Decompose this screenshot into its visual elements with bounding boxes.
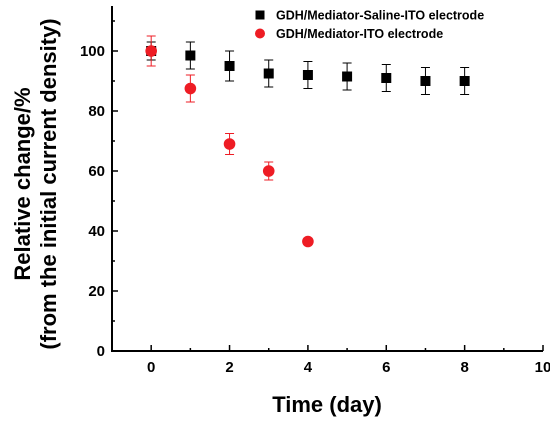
y-axis-title-line-1: Relative change/% [10, 87, 35, 280]
data-point-square [302, 70, 313, 80]
data-point-square [459, 76, 470, 86]
x-axis-title: Time (day) [272, 392, 382, 417]
legend-marker-ito [255, 28, 265, 39]
data-point-square [420, 76, 431, 86]
data-point-square [224, 61, 235, 71]
y-tick-label: 40 [88, 223, 105, 240]
legend-marker-saline [255, 10, 265, 20]
y-axis-title-line-2: (from the initial current density) [36, 18, 61, 349]
data-point-circle [262, 165, 275, 177]
legend: GDH/Mediator-Saline-ITO electrode GDH/Me… [255, 9, 484, 41]
y-tick-label: 80 [88, 103, 105, 120]
y-tick-label: 60 [88, 163, 105, 180]
y-tick-label: 0 [97, 343, 105, 360]
data-point-square [263, 68, 274, 79]
x-tick-label: 0 [147, 359, 155, 376]
data-point-square [381, 73, 392, 83]
data-point-square [185, 50, 196, 61]
data-point-square [342, 71, 353, 82]
error-bars [146, 35, 470, 245]
x-tick-label: 4 [304, 359, 313, 376]
data-point-circle [184, 82, 197, 95]
legend-label-ito: GDH/Mediator-ITO electrode [276, 27, 443, 41]
data-point-circle [223, 138, 236, 150]
y-tick-label: 100 [80, 43, 105, 60]
data-point-circle [145, 45, 157, 57]
x-tick-label: 10 [535, 359, 550, 376]
x-tick-label: 2 [225, 359, 233, 376]
y-tick-label: 20 [88, 283, 105, 300]
legend-label-saline: GDH/Mediator-Saline-ITO electrode [276, 9, 484, 23]
x-tick-label: 8 [460, 359, 468, 376]
data-markers [145, 45, 470, 248]
data-point-circle [302, 235, 314, 248]
x-tick-label: 6 [382, 359, 390, 376]
